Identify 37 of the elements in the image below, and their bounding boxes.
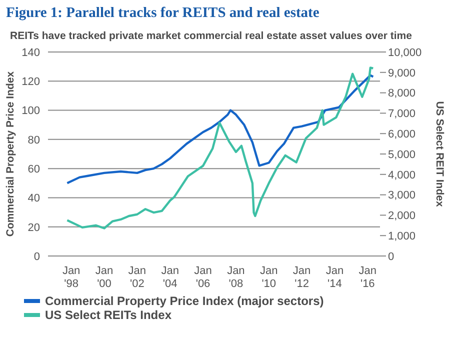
y-tick-label: 120	[22, 76, 40, 88]
y-axis-title: Commercial Property Price Index	[4, 71, 17, 237]
y2-tick-label: 7,000	[388, 108, 416, 120]
y2-tick-label: 2,000	[388, 210, 416, 222]
x-tick-label: Jan '14	[326, 265, 344, 290]
x-tick-label: Jan '12	[292, 265, 311, 290]
y2-tick-label: 4,000	[388, 169, 416, 182]
legend-label: US Select REITs Index	[44, 308, 172, 322]
x-tick-label: Jan '06	[194, 265, 212, 290]
y-tick-label: 0	[34, 250, 40, 263]
x-tick-label: Jan '02	[128, 265, 146, 290]
y2-tick-label: 9,000	[388, 67, 416, 80]
chart-title: Figure 1: Parallel tracks for REITS and real estate	[5, 4, 320, 22]
y2-tick-label: 0	[388, 250, 394, 263]
y2-tick-label: 1,000	[388, 230, 416, 243]
line-series	[66, 74, 374, 184]
y-tick-label: 140	[22, 46, 40, 59]
x-tick-label: Jan '08	[227, 265, 245, 290]
y2-tick-label: 6,000	[388, 128, 416, 141]
y-tick-label: 20	[28, 222, 40, 234]
y-tick-label: 40	[28, 192, 40, 205]
x-tick-label: Jan '16	[358, 265, 377, 290]
y2-tick-label: 5,000	[388, 148, 416, 161]
y2-axis-title: US Select REIT Index	[433, 101, 446, 207]
y-tick-label: 60	[28, 163, 40, 176]
chart-subtitle: REITs have tracked private market commercial real estate asset values over time	[9, 29, 413, 42]
x-tick-label: Jan '10	[260, 265, 278, 290]
y2-tick-label: 8,000	[388, 88, 416, 100]
y-tick-label: 80	[28, 134, 40, 146]
x-tick-label: Jan '00	[95, 265, 114, 290]
y2-tick-label: 3,000	[388, 190, 416, 202]
y2-tick-label: 10,000	[388, 46, 422, 59]
line-series	[66, 66, 374, 230]
x-tick-label: Jan '04	[161, 265, 179, 290]
x-tick-label: Jan '98	[62, 265, 80, 290]
y-tick-label: 100	[22, 105, 40, 118]
legend-label: Commercial Property Price Index (major sectors)	[44, 294, 325, 308]
